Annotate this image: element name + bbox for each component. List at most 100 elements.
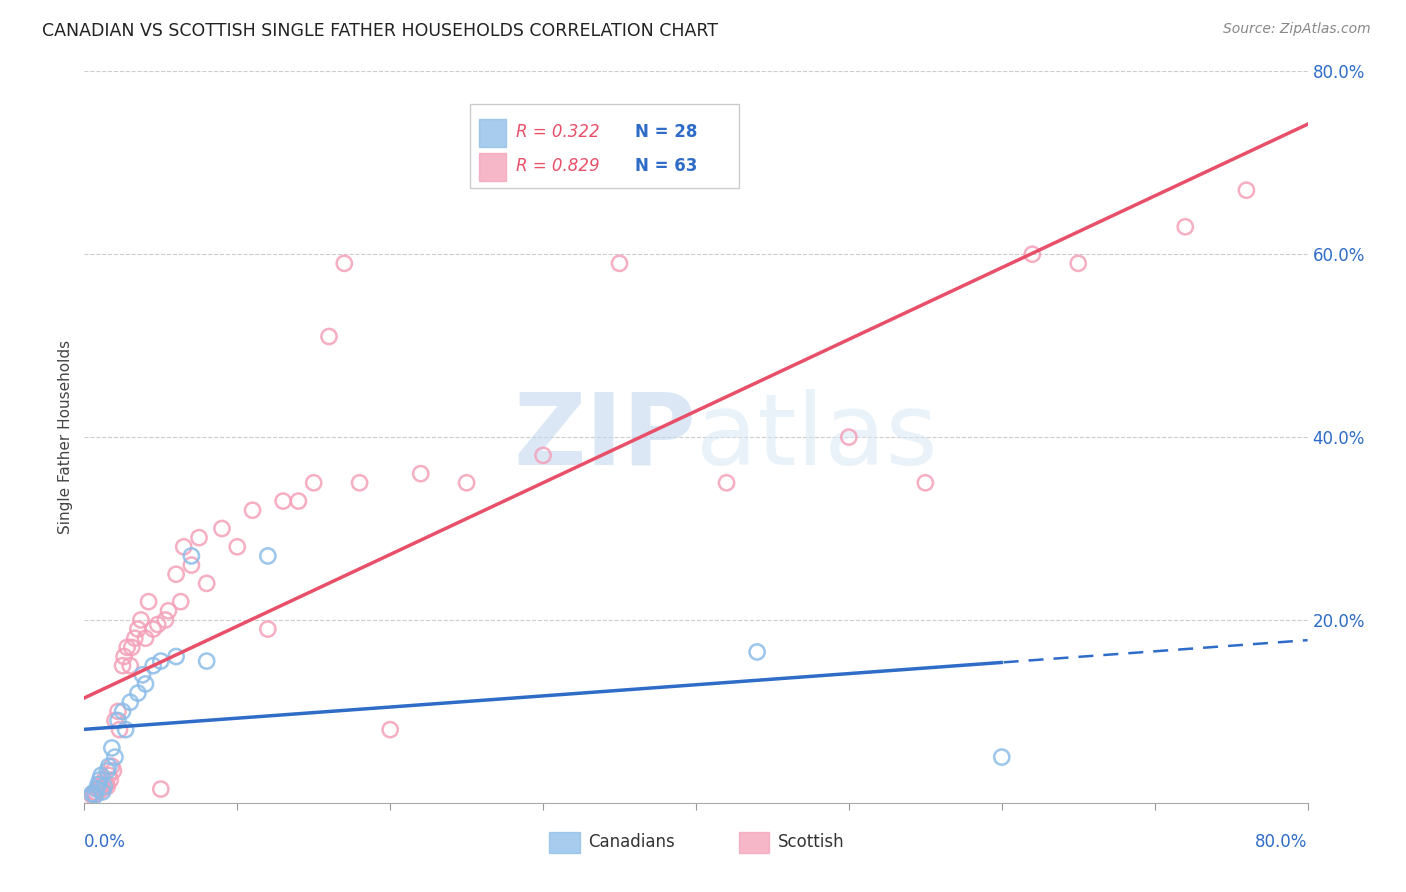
Point: [93, 780, 115, 794]
Point: [96, 764, 118, 778]
FancyBboxPatch shape: [479, 119, 506, 146]
Point: [302, 475, 325, 490]
Point: [165, 649, 187, 664]
Point: [86, 782, 108, 797]
Point: [127, 686, 149, 700]
Point: [91, 785, 114, 799]
Point: [155, 613, 177, 627]
Point: [84, 785, 107, 799]
Text: Canadians: Canadians: [588, 832, 675, 851]
Point: [531, 448, 554, 462]
Point: [991, 750, 1014, 764]
Point: [87, 778, 110, 792]
FancyBboxPatch shape: [479, 153, 506, 181]
Text: 0.0%: 0.0%: [84, 832, 127, 851]
Point: [1174, 219, 1197, 234]
FancyBboxPatch shape: [470, 104, 738, 188]
Point: [120, 658, 142, 673]
Point: [142, 622, 165, 636]
Point: [89, 772, 111, 787]
Point: [211, 521, 233, 535]
Point: [1236, 183, 1258, 197]
Point: [333, 256, 356, 270]
Point: [138, 594, 160, 608]
Point: [86, 787, 108, 801]
Text: 80.0%: 80.0%: [1256, 832, 1308, 851]
Point: [121, 640, 143, 655]
Point: [157, 604, 180, 618]
Point: [170, 594, 193, 608]
Point: [101, 740, 124, 755]
Point: [257, 549, 280, 563]
Point: [242, 503, 264, 517]
Point: [93, 772, 115, 787]
Y-axis label: Single Father Households: Single Father Households: [58, 340, 73, 534]
Point: [129, 613, 152, 627]
Point: [127, 622, 149, 636]
Point: [124, 632, 146, 646]
Point: [90, 780, 112, 794]
Text: R = 0.829: R = 0.829: [516, 158, 600, 176]
Point: [409, 467, 432, 481]
Point: [135, 632, 157, 646]
Point: [91, 782, 114, 797]
Text: atlas: atlas: [696, 389, 938, 485]
Point: [195, 654, 218, 668]
Point: [257, 622, 280, 636]
Point: [120, 695, 142, 709]
Point: [271, 494, 294, 508]
Point: [98, 772, 121, 787]
Point: [349, 475, 371, 490]
Text: Source: ZipAtlas.com: Source: ZipAtlas.com: [1223, 22, 1371, 37]
Point: [97, 759, 120, 773]
Point: [135, 677, 157, 691]
Point: [318, 329, 340, 343]
Point: [104, 714, 127, 728]
Point: [89, 782, 111, 797]
Point: [90, 768, 112, 782]
Point: [111, 658, 134, 673]
Point: [142, 658, 165, 673]
Point: [380, 723, 402, 737]
Point: [96, 780, 118, 794]
Point: [180, 549, 202, 563]
Point: [115, 640, 138, 655]
FancyBboxPatch shape: [550, 832, 579, 853]
Point: [838, 430, 860, 444]
Point: [84, 789, 107, 803]
Text: Scottish: Scottish: [778, 832, 845, 851]
Point: [112, 649, 135, 664]
Point: [94, 778, 117, 792]
Point: [103, 764, 125, 778]
Point: [226, 540, 249, 554]
Point: [77, 791, 100, 805]
FancyBboxPatch shape: [738, 832, 769, 853]
Point: [188, 531, 211, 545]
Point: [716, 475, 738, 490]
Point: [173, 540, 195, 554]
Point: [747, 645, 769, 659]
Point: [104, 750, 127, 764]
Point: [107, 705, 129, 719]
Point: [87, 782, 110, 797]
Point: [108, 723, 131, 737]
Point: [107, 714, 129, 728]
Point: [195, 576, 218, 591]
Text: CANADIAN VS SCOTTISH SINGLE FATHER HOUSEHOLDS CORRELATION CHART: CANADIAN VS SCOTTISH SINGLE FATHER HOUSE…: [42, 22, 718, 40]
Point: [149, 654, 172, 668]
Point: [131, 667, 153, 681]
Point: [287, 494, 309, 508]
Point: [101, 759, 124, 773]
Point: [1067, 256, 1090, 270]
Point: [89, 778, 111, 792]
Text: N = 28: N = 28: [636, 123, 697, 141]
Point: [77, 791, 100, 805]
Point: [180, 558, 202, 573]
Point: [165, 567, 187, 582]
Point: [97, 768, 120, 782]
Point: [456, 475, 478, 490]
Text: ZIP: ZIP: [513, 389, 696, 485]
Point: [111, 705, 134, 719]
Point: [146, 617, 169, 632]
Point: [914, 475, 936, 490]
